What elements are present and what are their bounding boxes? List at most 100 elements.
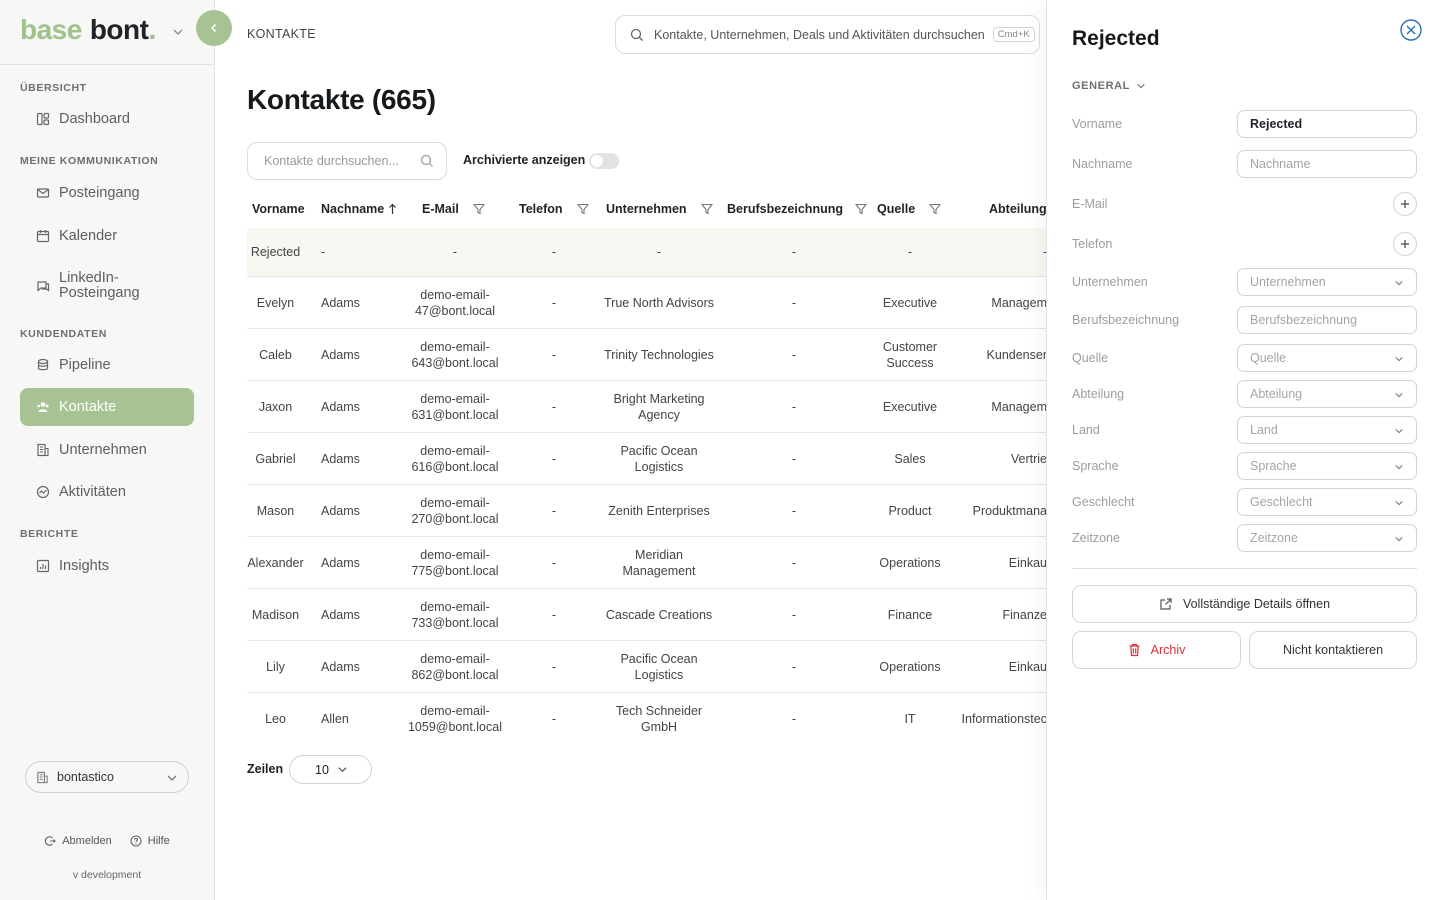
sidebar-item-linkedin[interactable]: LinkedIn-Posteingang [20,270,194,302]
geschlecht-select[interactable]: Geschlecht [1237,488,1417,516]
help-link[interactable]: Hilfe [130,835,170,847]
cell-telefon: - [551,245,557,259]
column-header-label: Telefon [519,202,563,216]
cell-telefon: - [551,659,557,674]
cell-abteilung: Einkau [1008,659,1047,674]
workspace-name: bontastico [57,770,114,784]
table-row[interactable]: Rejected - - - - - - - [247,228,1047,277]
land-select[interactable]: Land [1237,416,1417,444]
field-label-land: Land [1072,423,1100,437]
sidebar-item-dashboard[interactable]: Dashboard [20,108,194,130]
unternehmen-select[interactable]: Unternehmen [1237,268,1417,296]
table-row[interactable]: Gabriel Adams demo-email-616@bont.local - Pa… [247,433,1047,485]
brand-logo[interactable]: base bont. [20,14,156,46]
database-icon [37,358,49,371]
sidebar-item-kalender[interactable]: Kalender [20,225,194,247]
column-header-vorname[interactable]: Vorname [252,190,305,228]
sidebar-item-insights[interactable]: Insights [20,555,194,577]
do-not-contact-button[interactable]: Nicht kontaktieren [1249,631,1417,669]
table-row[interactable]: Evelyn Adams demo-email-47@bont.local - True… [247,277,1047,329]
archived-toggle-label: Archivierte anzeigen [463,153,586,167]
workspace-select[interactable]: bontastico [25,761,189,793]
table-row[interactable]: Caleb Adams demo-email-643@bont.local - Trin… [247,329,1047,381]
table-row[interactable]: Jaxon Adams demo-email-631@bont.local - Brig… [247,381,1047,433]
cell-abteilung: Finanze [1002,607,1047,622]
section-label: GENERAL [1072,80,1130,92]
sidebar-item-unternehmen[interactable]: Unternehmen [20,439,194,461]
sidebar: base bont. ÜBERSICHT Dashboard MEINE KOM… [0,0,215,900]
archived-toggle[interactable] [589,153,619,169]
filter-icon[interactable] [576,203,589,215]
rows-per-page-select[interactable]: 10 [289,755,372,784]
contact-search-input[interactable]: Kontakte durchsuchen... [247,142,447,180]
cell-abteilung: Vertrie [1010,451,1047,466]
nachname-field[interactable]: Nachname [1237,150,1417,178]
sprache-placeholder: Sprache [1250,459,1297,473]
column-header-email[interactable]: E-Mail [422,190,485,228]
table-row[interactable]: Leo Allen demo-email-1059@bont.local - Tech … [247,693,1047,744]
cell-beruf: - [791,555,797,570]
section-toggle-general[interactable]: GENERAL [1072,80,1146,92]
column-header-berufsbezeichnung[interactable]: Berufsbezeichnung [727,190,867,228]
sidebar-item-kontakte[interactable]: Kontakte [20,388,194,426]
column-header-quelle[interactable]: Quelle [877,190,942,228]
cell-beruf: - [791,503,797,518]
table-row[interactable]: Mason Adams demo-email-270@bont.local - Zeni… [247,485,1047,537]
vorname-field[interactable]: Rejected [1237,110,1417,138]
filter-icon[interactable] [929,203,942,215]
toggle-knob [591,155,603,167]
filter-icon[interactable] [700,203,713,215]
chart-icon [36,559,50,573]
sidebar-item-label: Dashboard [59,111,130,127]
table-row[interactable]: Alexander Adams demo-email-775@bont.local -… [247,537,1047,589]
open-details-button[interactable]: Vollständige Details öffnen [1072,585,1417,623]
column-header-telefon[interactable]: Telefon [519,190,589,228]
column-header-unternehmen[interactable]: Unternehmen [606,190,713,228]
collapse-sidebar-button[interactable] [196,10,232,46]
cell-telefon: - [551,295,557,310]
column-header-label: Abteilung [989,202,1047,216]
add-phone-button[interactable] [1393,232,1417,256]
sidebar-item-label: LinkedIn-Posteingang [59,270,140,301]
sidebar-item-pipeline[interactable]: Pipeline [20,354,194,376]
chevron-down-icon [1395,392,1403,398]
close-icon[interactable] [1400,19,1422,41]
logout-link[interactable]: Abmelden [44,835,112,847]
abteilung-select[interactable]: Abteilung [1237,380,1417,408]
berufsbezeichnung-field[interactable]: Berufsbezeichnung [1237,306,1417,334]
cell-telefon: - [551,347,557,362]
cell-unternehmen: Bright Marketing Agency [613,391,705,422]
add-email-button[interactable] [1393,192,1417,216]
field-label-zeitzone: Zeitzone [1072,531,1120,545]
chevron-down-icon[interactable] [172,26,184,38]
chevron-down-icon [1395,536,1403,542]
filter-icon[interactable] [855,203,867,215]
rows-per-page-label: Zeilen [247,762,284,776]
table-row[interactable]: Madison Adams demo-email-733@bont.local - Ca… [247,589,1047,641]
cell-vorname: Leo [265,711,286,726]
cell-unternehmen: Tech Schneider GmbH [615,703,703,734]
column-header-label: Nachname [321,202,385,216]
sprache-select[interactable]: Sprache [1237,452,1417,480]
filter-icon[interactable] [472,203,485,215]
table-row[interactable]: Lily Adams demo-email-862@bont.local - Pacif… [247,641,1047,693]
cell-nachname: - [321,245,326,259]
global-search-input[interactable]: Kontakte, Unternehmen, Deals und Aktivit… [615,15,1040,54]
field-label-sprache: Sprache [1072,459,1119,473]
sidebar-divider [0,64,214,65]
sidebar-item-posteingang[interactable]: Posteingang [20,182,194,204]
sidebar-item-aktivitaeten[interactable]: Aktivitäten [20,481,194,503]
contacts-icon [37,402,49,412]
column-header-label: Berufsbezeichnung [727,202,843,216]
cell-nachname: Adams [321,295,360,310]
zeitzone-select[interactable]: Zeitzone [1237,524,1417,552]
column-header-abteilung[interactable]: Abteilung [989,190,1047,228]
cell-quelle: - [907,245,913,259]
cell-abteilung: - [1042,245,1047,259]
quelle-select[interactable]: Quelle [1237,344,1417,372]
vorname-value: Rejected [1250,117,1303,131]
zeitzone-placeholder: Zeitzone [1250,531,1298,545]
column-header-nachname[interactable]: Nachname [321,190,397,228]
search-shortcut-badge: Cmd+K [992,27,1035,42]
archive-button[interactable]: Archiv [1072,631,1241,669]
